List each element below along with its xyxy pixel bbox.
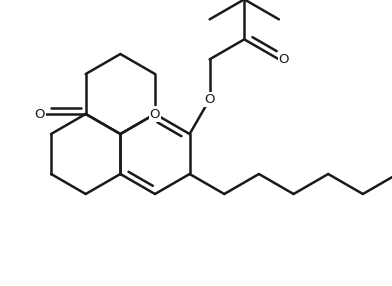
Text: O: O (279, 53, 289, 66)
Text: O: O (34, 108, 45, 120)
Text: O: O (150, 108, 160, 120)
Text: O: O (204, 93, 215, 106)
